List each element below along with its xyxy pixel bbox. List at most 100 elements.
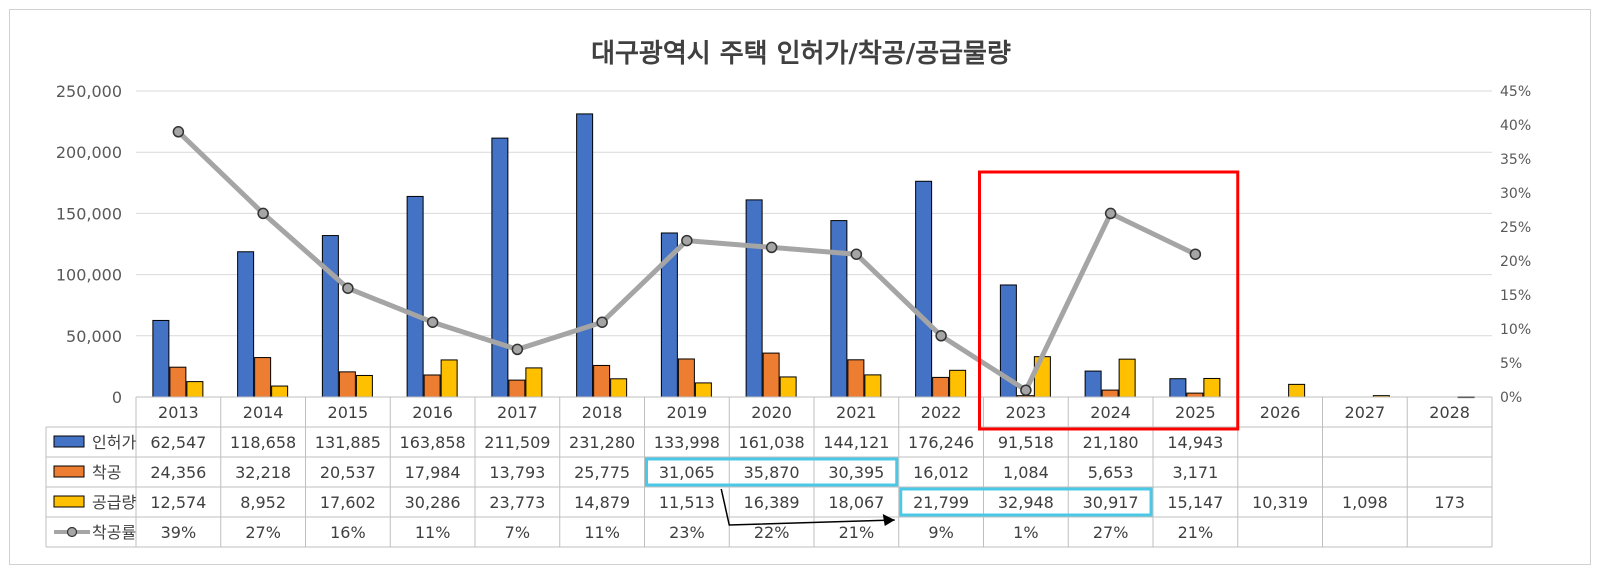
data-cell: 17,602 [320,493,376,512]
data-cell: 22% [754,523,790,542]
x-tick-label: 2026 [1260,403,1301,422]
bar-인허가-2024 [1084,370,1102,398]
data-cell: 21% [839,523,875,542]
chart-title: 대구광역시 주택 인허가/착공/공급물량 [591,39,1011,69]
bar-착공-2022 [932,376,950,398]
bar-착공-2020 [762,352,780,398]
line-point [1189,248,1202,260]
legend-key [53,465,85,478]
data-cell: 27% [245,523,281,542]
bar-인허가-2016 [406,195,424,398]
data-cell: 3,171 [1172,463,1218,482]
data-cell: 23% [669,523,705,542]
data-cell: 14,943 [1167,433,1223,452]
bar-착공-2014 [254,357,272,398]
bar-착공-2018 [593,364,611,398]
bar-착공-2017 [508,379,526,398]
data-cell: 14,879 [574,493,630,512]
legend-label: 착공 [92,463,121,482]
data-cell: 1% [1013,523,1038,542]
bar-공급량-2017 [525,367,543,398]
x-tick-label: 2028 [1429,403,1470,422]
data-cell: 32,948 [998,493,1054,512]
data-cell: 1,098 [1342,493,1388,512]
data-cell: 18,067 [828,493,884,512]
data-cell: 10,319 [1252,493,1308,512]
data-cell: 21,799 [913,493,969,512]
data-cell: 20,537 [320,463,376,482]
data-cell: 32,218 [235,463,291,482]
data-cell: 12,574 [150,493,206,512]
y2-tick-label: 15% [1500,288,1531,304]
data-cell: 9% [928,523,953,542]
data-cell: 30,917 [1083,493,1139,512]
legend-key [53,435,85,448]
x-tick-label: 2024 [1090,403,1131,422]
y2-tick-label: 20% [1500,254,1531,270]
x-tick-label: 2017 [497,403,538,422]
bar-공급량-2016 [440,359,458,398]
x-tick-label: 2021 [836,403,877,422]
bar-인허가-2020 [745,199,763,398]
bar-착공-2019 [677,358,695,398]
data-cell: 211,509 [484,433,550,452]
x-tick-label: 2015 [328,403,369,422]
line-point [935,330,947,342]
bar-착공-2025 [1186,392,1204,398]
data-cell: 35,870 [744,463,800,482]
chart-frame: 대구광역시 주택 인허가/착공/공급물량 0 50,000 100,000 150,0… [9,9,1591,565]
y-tick-label: 150,000 [56,204,122,223]
x-tick-label: 2018 [582,403,623,422]
line-point [765,241,778,254]
bar-공급량-2020 [779,376,797,398]
y2-tick-label: 10% [1500,322,1531,338]
data-cell: 231,280 [569,433,635,452]
highlight-box-red [978,170,1240,431]
legend-label: 공급량 [92,493,136,512]
y-tick-label: 200,000 [56,143,122,162]
x-tick-label: 2023 [1006,403,1047,422]
bar-공급량-2025 [1203,377,1221,398]
data-cell: 30,286 [405,493,461,512]
bar-공급량-2018 [610,378,628,398]
data-cell: 11% [584,523,620,542]
data-cell: 39% [161,523,197,542]
bar-착공-2013 [169,366,187,398]
bar-인허가-2017 [491,137,509,398]
data-cell: 173 [1434,493,1465,512]
data-cell: 5,653 [1088,463,1134,482]
data-cell: 24,356 [150,463,206,482]
y-tick-label: 0 [112,388,122,407]
x-tick-label: 2020 [751,403,792,422]
x-tick-label: 2027 [1345,403,1386,422]
bar-착공-2024 [1101,389,1119,398]
data-cell: 131,885 [315,433,381,452]
data-cell: 30,395 [828,463,884,482]
bar-공급량-2014 [271,385,289,398]
bar-공급량-2013 [186,381,204,398]
line-point [342,282,354,294]
data-cell: 144,121 [823,433,889,452]
y-tick-label: 250,000 [56,82,122,101]
data-cell: 15,147 [1167,493,1223,512]
bar-인허가-2021 [830,220,848,398]
line-point [172,126,185,138]
bar-인허가-2013 [152,319,170,398]
bar-공급량-2019 [694,382,712,398]
data-cell: 16,389 [744,493,800,512]
x-tick-label: 2022 [921,403,962,422]
bar-공급량-2024 [1118,358,1136,398]
data-cell: 1,084 [1003,463,1049,482]
data-cell: 31,065 [659,463,715,482]
data-cell: 8,952 [240,493,286,512]
bar-공급량-2015 [355,374,373,398]
line-point [511,343,524,356]
line-point [1020,384,1032,396]
data-cell: 62,547 [150,433,206,452]
line-point [681,234,693,247]
line-point [426,316,439,328]
x-tick-label: 2014 [243,403,284,422]
data-cell: 161,038 [739,433,805,452]
y2-tick-label: 25% [1500,220,1531,236]
data-cell: 21% [1178,523,1214,542]
